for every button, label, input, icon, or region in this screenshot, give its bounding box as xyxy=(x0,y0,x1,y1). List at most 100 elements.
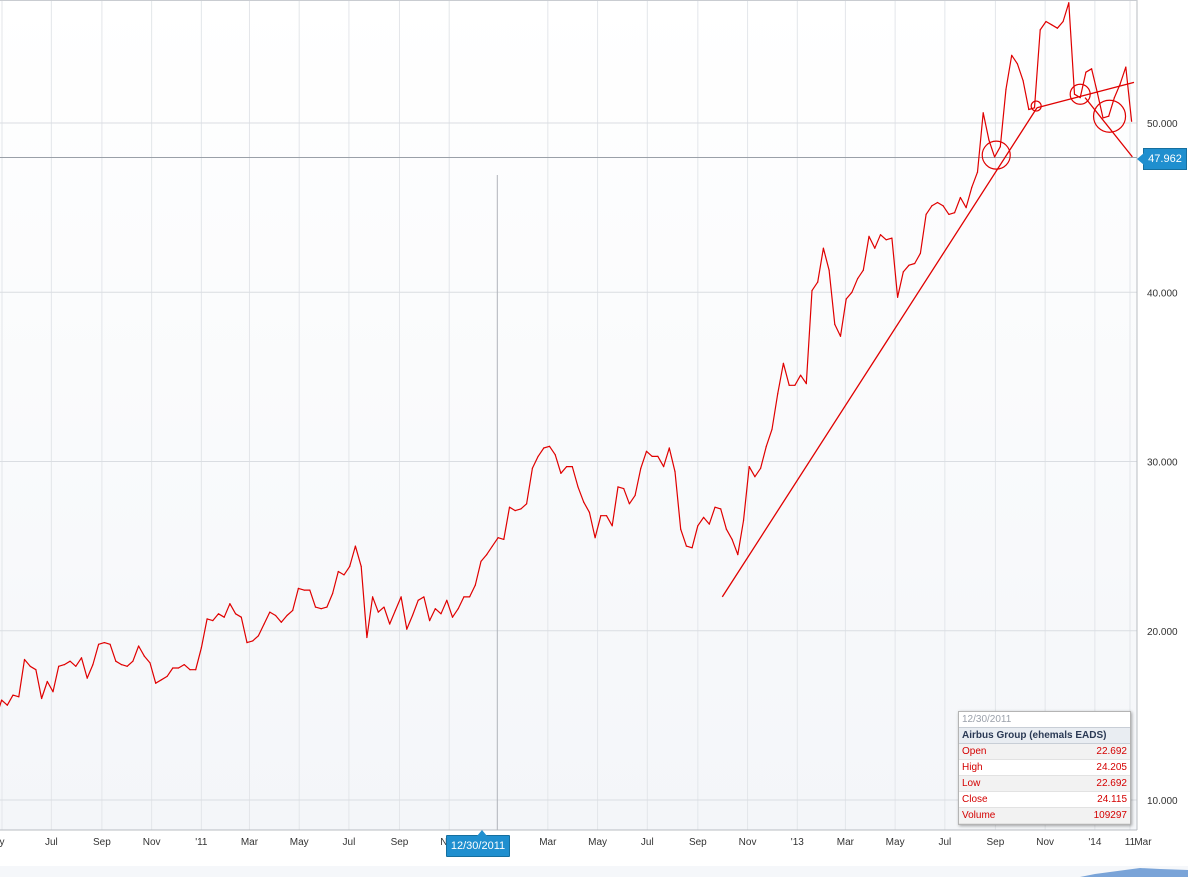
data-point xyxy=(839,335,842,337)
data-point xyxy=(543,447,545,449)
data-point xyxy=(446,599,448,601)
data-point xyxy=(788,384,790,386)
x-tick-label: May xyxy=(588,837,607,848)
circle-annotation[interactable] xyxy=(1069,83,1091,105)
navigator-background[interactable] xyxy=(0,866,1188,877)
data-point xyxy=(914,262,916,265)
data-point xyxy=(771,428,773,430)
data-point xyxy=(372,596,374,598)
data-point xyxy=(919,252,922,254)
data-point xyxy=(143,655,145,657)
data-point xyxy=(58,665,60,667)
data-point xyxy=(280,621,282,623)
data-point xyxy=(480,560,482,563)
data-point xyxy=(651,455,653,457)
data-point xyxy=(605,515,608,517)
x-tick-label: '11 xyxy=(195,837,208,848)
x-tick-label: Sep xyxy=(93,837,111,848)
data-point xyxy=(12,694,14,696)
data-point xyxy=(868,235,870,237)
plot-background xyxy=(0,0,1137,830)
data-point xyxy=(1051,24,1053,26)
data-point xyxy=(337,570,339,573)
drawing-annotations[interactable] xyxy=(721,81,1135,598)
data-point xyxy=(120,664,123,666)
data-point xyxy=(583,501,585,503)
data-point xyxy=(200,647,202,649)
data-point xyxy=(229,603,231,605)
x-tick-label: Nov xyxy=(739,837,757,848)
circle-annotation[interactable] xyxy=(1030,100,1042,112)
x-tick-label: May xyxy=(290,837,309,848)
circle-annotation[interactable] xyxy=(1092,99,1127,133)
data-point xyxy=(537,455,539,457)
data-point xyxy=(1102,117,1104,119)
x-tick-label: Mar xyxy=(1134,837,1152,848)
data-point xyxy=(782,362,785,364)
data-point xyxy=(474,584,476,586)
data-point xyxy=(742,520,745,522)
data-point xyxy=(6,704,8,706)
data-point xyxy=(343,574,345,576)
data-point xyxy=(354,545,356,547)
data-point xyxy=(982,112,984,114)
data-point xyxy=(286,614,288,617)
data-point xyxy=(623,488,625,490)
trendline[interactable] xyxy=(721,107,1038,598)
data-point xyxy=(440,613,442,615)
data-point xyxy=(469,596,471,598)
data-point xyxy=(126,665,128,667)
data-point xyxy=(577,486,579,488)
tooltip-label: Open xyxy=(962,746,987,757)
data-point xyxy=(423,596,425,598)
x-tick-label: 11 xyxy=(1125,837,1136,848)
data-point xyxy=(554,454,556,456)
data-point xyxy=(1119,83,1121,85)
data-point xyxy=(765,445,767,447)
data-point xyxy=(303,589,305,591)
circle-annotation[interactable] xyxy=(981,140,1011,170)
data-point xyxy=(35,669,37,671)
data-point xyxy=(902,271,904,273)
data-point xyxy=(891,237,893,239)
data-point xyxy=(80,657,83,659)
x-tick-label: Nov xyxy=(1036,837,1054,848)
data-point xyxy=(486,554,488,556)
tooltip-date: 12/30/2011 xyxy=(962,714,1012,725)
data-point xyxy=(708,523,710,525)
data-point xyxy=(971,186,973,188)
data-point xyxy=(526,503,528,505)
data-point xyxy=(18,696,20,698)
y-tick-label: 40.000 xyxy=(1147,288,1178,299)
data-point xyxy=(731,538,733,541)
trendline[interactable] xyxy=(1084,97,1133,158)
data-point xyxy=(257,635,259,637)
y-tick-label: 30.000 xyxy=(1147,458,1178,469)
data-point xyxy=(845,298,847,300)
data-point xyxy=(874,247,876,249)
data-point xyxy=(600,515,602,517)
data-point xyxy=(959,196,962,199)
data-point xyxy=(508,506,511,508)
data-point xyxy=(668,447,670,449)
data-point xyxy=(879,234,882,236)
data-point xyxy=(246,642,248,644)
data-point xyxy=(857,278,859,280)
trendline[interactable] xyxy=(1036,81,1135,109)
data-point xyxy=(862,269,864,271)
data-point xyxy=(800,374,802,376)
y-tick-label: 20.000 xyxy=(1147,627,1178,638)
data-point xyxy=(1056,27,1058,29)
data-point xyxy=(1108,115,1110,117)
data-point xyxy=(172,667,174,669)
data-point xyxy=(503,538,505,541)
data-point xyxy=(1113,97,1115,99)
data-point xyxy=(1005,88,1007,90)
data-point xyxy=(611,525,613,527)
navigator-strip[interactable] xyxy=(0,866,1188,877)
data-point xyxy=(628,503,631,505)
data-point xyxy=(1039,29,1041,31)
data-point xyxy=(434,608,436,610)
